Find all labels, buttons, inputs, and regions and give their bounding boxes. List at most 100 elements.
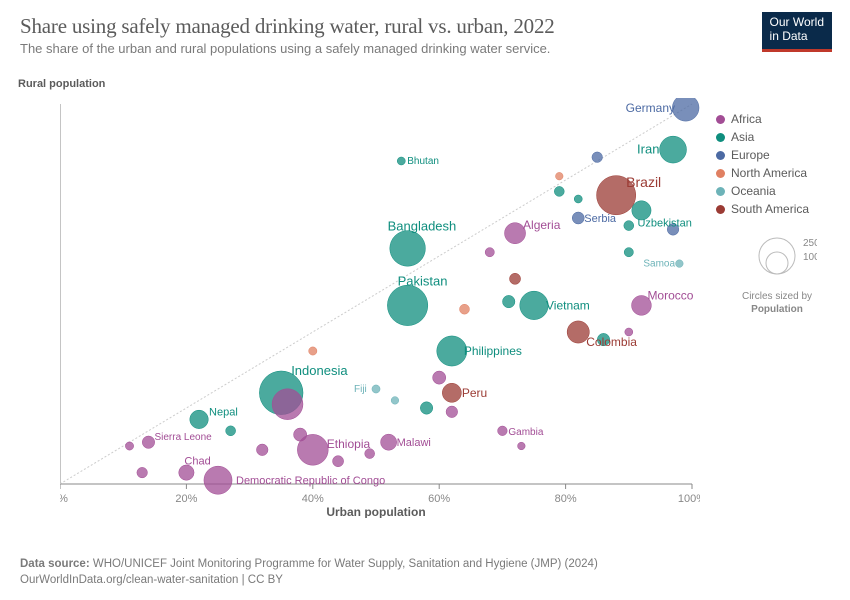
label-Pakistan: Pakistan [398, 273, 448, 288]
svg-text:20%: 20% [175, 493, 197, 505]
label-DRC: Democratic Republic of Congo [236, 475, 385, 487]
label-Philippines: Philippines [464, 344, 522, 358]
point-Bhutan [397, 157, 405, 165]
size-legend: 250M100M Circles sized by Population [722, 234, 832, 316]
point-unnamed-as-nepal [226, 426, 236, 436]
point-Pakistan [387, 285, 427, 325]
legend-swatch [716, 205, 725, 214]
legend-label: Europe [731, 148, 770, 162]
label-Morocco: Morocco [647, 288, 693, 302]
point-unnamed-af-eth [294, 428, 307, 441]
point-Fiji [372, 385, 380, 393]
legend-swatch [716, 169, 725, 178]
footer-link-text: OurWorldInData.org/clean-water-sanitatio… [20, 572, 598, 588]
page-subtitle: The share of the urban and rural populat… [20, 41, 830, 56]
legend-swatch [716, 133, 725, 142]
point-unnamed-af-peru2 [446, 406, 458, 418]
chart-svg: 0%20%40%60%80%100%0%20%40%60%80%100%Urba… [60, 98, 700, 518]
label-Samoa: Samoa [643, 259, 675, 270]
label-Bangladesh: Bangladesh [388, 218, 457, 233]
footer: Data source: WHO/UNICEF Joint Monitoring… [20, 556, 598, 588]
point-Serbia [572, 212, 584, 224]
legend-item-oceania[interactable]: Oceania [716, 184, 834, 198]
legend-swatch [716, 115, 725, 124]
point-unnamed-na1 [555, 172, 563, 180]
label-Chad: Chad [184, 456, 210, 468]
legend-item-southamerica[interactable]: South America [716, 202, 834, 216]
label-Ethiopia: Ethiopia [327, 437, 371, 451]
legend-label: North America [731, 166, 807, 180]
owid-logo: Our World in Data [762, 12, 832, 52]
label-Algeria: Algeria [523, 218, 561, 232]
label-Malawi: Malawi [397, 437, 431, 449]
legend-item-africa[interactable]: Africa [716, 112, 834, 126]
point-Iran [660, 136, 687, 163]
label-Bhutan: Bhutan [407, 156, 439, 167]
label-Germany: Germany [626, 101, 675, 115]
point-unnamed-as-east1 [624, 221, 634, 231]
footer-source-label: Data source: [20, 558, 90, 570]
legend-label: Oceania [731, 184, 776, 198]
logo-line2: in Data [770, 29, 808, 43]
point-unnamed-as-east2 [624, 248, 633, 257]
point-Gambia [498, 426, 508, 436]
point-unnamed-eu1 [592, 152, 603, 163]
point-Vietnam [520, 291, 548, 319]
point-unnamed-af-sl2 [137, 467, 148, 478]
label-Iran: Iran [637, 142, 659, 157]
point-unnamed-af-indo [272, 389, 303, 420]
label-Uzbekistan: Uzbekistan [637, 217, 691, 229]
point-unnamed-as-vn [503, 295, 515, 307]
label-Fiji: Fiji [354, 384, 367, 395]
legend-label: Asia [731, 130, 754, 144]
label-Peru: Peru [462, 386, 487, 400]
svg-text:Urban population: Urban population [326, 505, 425, 518]
legend-swatch [716, 151, 725, 160]
point-Bangladesh [390, 231, 426, 267]
point-unnamed-na3 [309, 347, 317, 355]
legend-label: South America [731, 202, 809, 216]
svg-text:100M: 100M [803, 252, 817, 263]
svg-text:80%: 80% [555, 493, 577, 505]
point-unnamed-as-phil [420, 402, 432, 414]
point-Peru [442, 383, 461, 402]
point-unnamed-na2 [460, 304, 470, 314]
svg-text:250M: 250M [803, 238, 817, 249]
label-Indonesia: Indonesia [291, 363, 348, 378]
point-unnamed-af-eth3 [333, 456, 344, 467]
point-Nepal [190, 410, 208, 428]
point-unnamed-as-ser2 [574, 195, 582, 203]
legend-item-asia[interactable]: Asia [716, 130, 834, 144]
point-unnamed-af-eth2 [256, 444, 268, 456]
svg-text:60%: 60% [428, 493, 450, 505]
label-Vietnam: Vietnam [546, 298, 590, 312]
point-Samoa [676, 260, 684, 268]
scatter-chart: 0%20%40%60%80%100%0%20%40%60%80%100%Urba… [60, 98, 700, 518]
point-unnamed-af-alg [485, 248, 494, 257]
label-Brazil: Brazil [626, 174, 661, 190]
legend-item-europe[interactable]: Europe [716, 148, 834, 162]
point-SierraLeone [142, 436, 154, 448]
label-Gambia: Gambia [508, 427, 543, 438]
legend-label: Africa [731, 112, 762, 126]
point-Malawi [381, 434, 397, 450]
svg-text:40%: 40% [302, 493, 324, 505]
svg-text:0%: 0% [60, 493, 68, 505]
y-axis-title: Rural population [18, 78, 105, 90]
legend-item-northamerica[interactable]: North America [716, 166, 834, 180]
point-Germany [672, 98, 699, 121]
label-Colombia: Colombia [586, 335, 637, 349]
continent-legend: Africa Asia Europe North America Oceania Sout… [716, 112, 834, 220]
header: Share using safely managed drinking wate… [0, 0, 850, 62]
point-unnamed-af-peru [433, 371, 446, 384]
svg-text:100%: 100% [678, 493, 700, 505]
page-title: Share using safely managed drinking wate… [20, 14, 830, 39]
footer-source-text: WHO/UNICEF Joint Monitoring Programme fo… [90, 558, 598, 570]
point-unnamed-oc-fiji [391, 397, 399, 405]
legend-swatch [716, 187, 725, 196]
logo-line1: Our World [770, 15, 824, 29]
point-Philippines [437, 336, 467, 366]
point-DRC [204, 466, 232, 494]
label-Serbia: Serbia [584, 213, 617, 225]
point-unnamed-af-gambia [518, 442, 526, 450]
